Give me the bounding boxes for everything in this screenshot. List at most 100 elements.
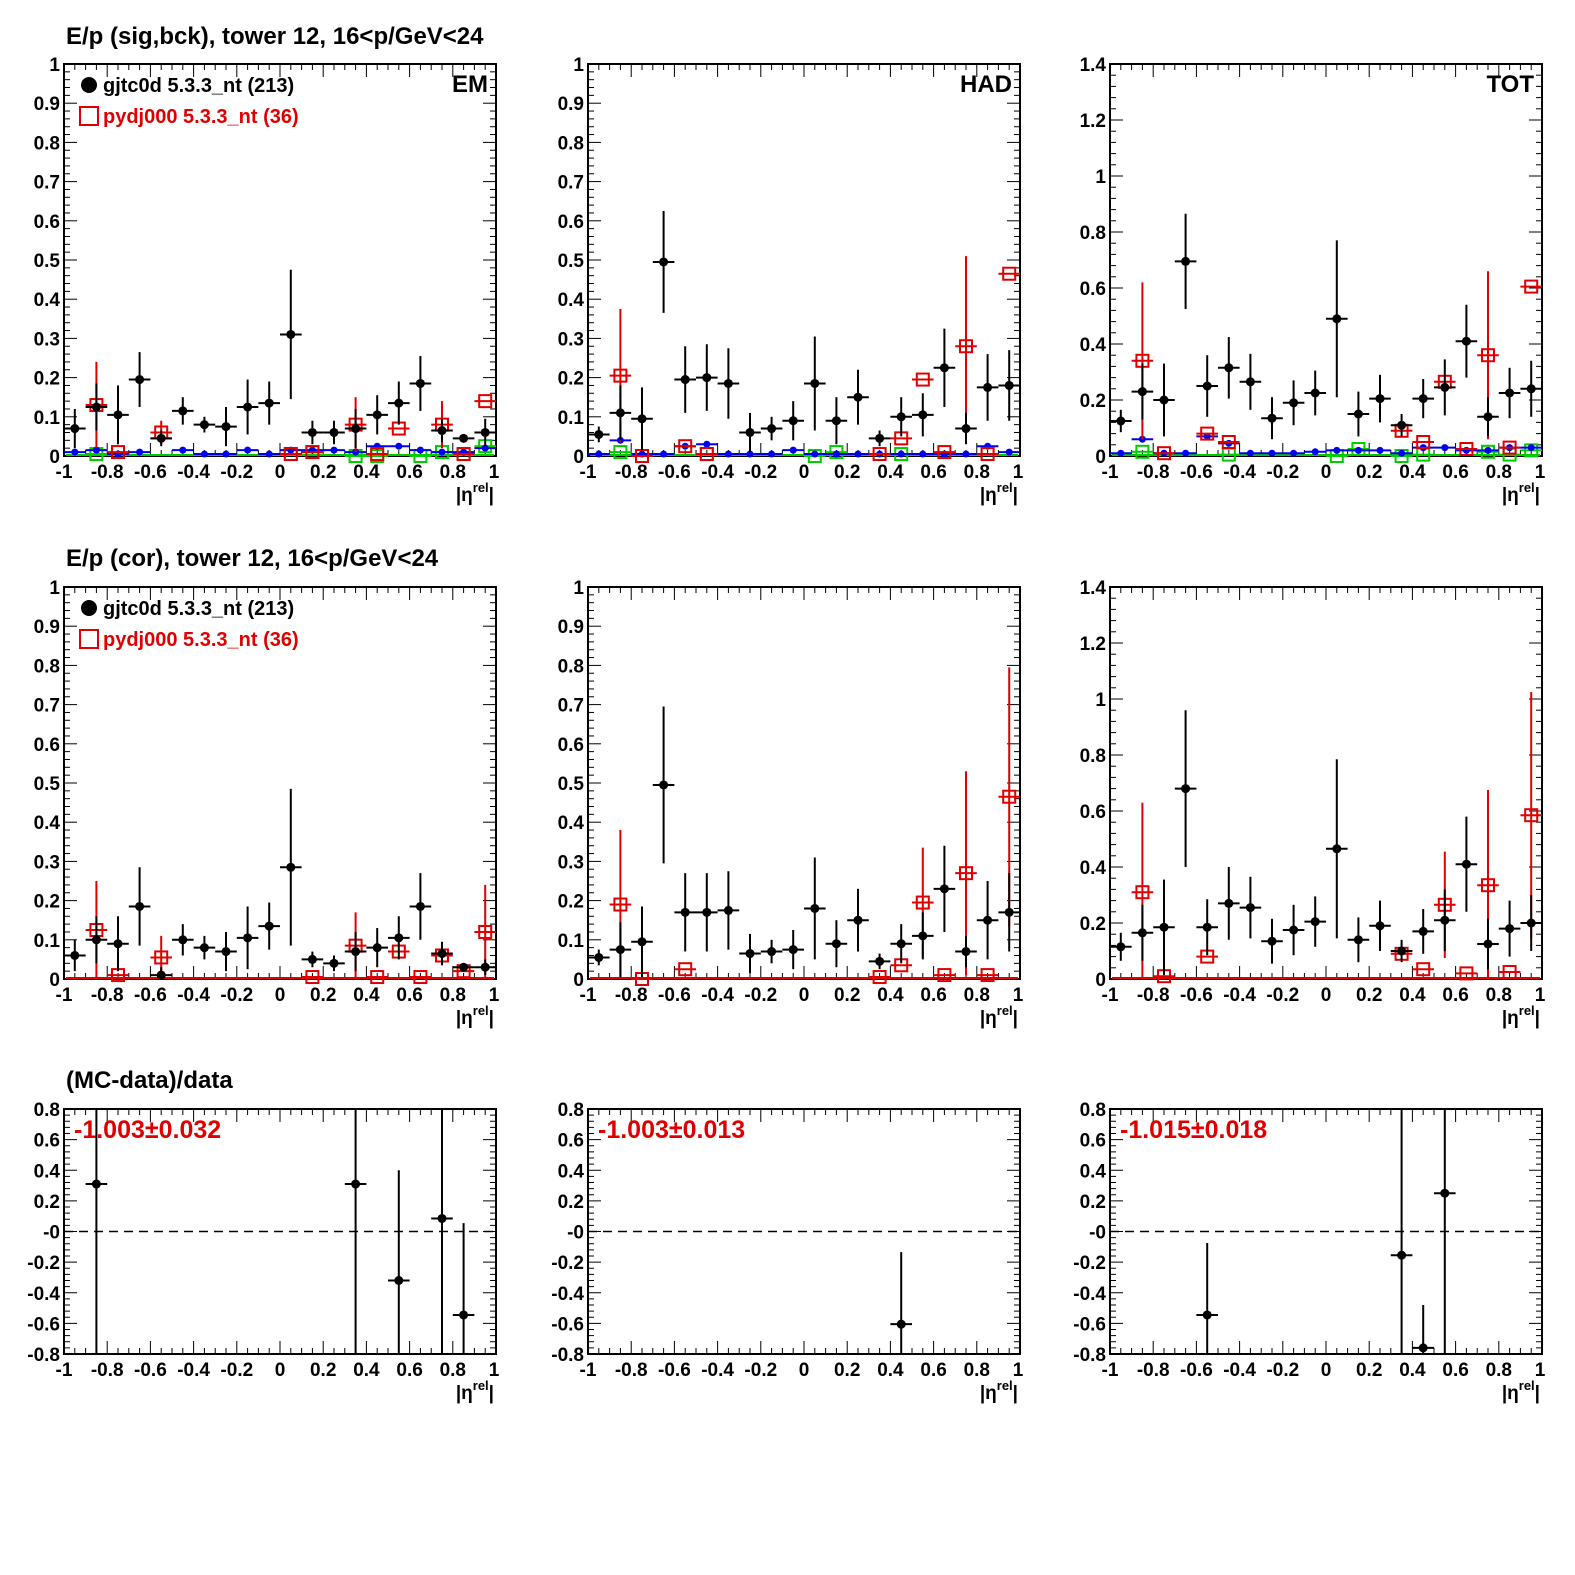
x-tick-label: -0.2 (1266, 985, 1299, 1006)
marker-dot (329, 958, 339, 968)
data-point (64, 448, 86, 456)
x-tick-label: 0 (799, 1360, 810, 1381)
y-tick-label: 1 (1095, 690, 1106, 711)
y-tick-label: 0.6 (34, 1131, 60, 1152)
marker-dot (438, 448, 446, 456)
data-point (739, 933, 761, 974)
x-tick-label: -1 (580, 462, 597, 483)
marker-dot (1505, 388, 1515, 398)
y-tick-label: 0.3 (558, 852, 584, 873)
marker-dot (1398, 449, 1406, 457)
marker-dot (767, 947, 777, 957)
marker-dot (351, 1179, 361, 1189)
data-point (1520, 444, 1542, 452)
marker-square (1459, 966, 1474, 981)
marker-square (154, 950, 169, 965)
marker-dot (1353, 409, 1363, 419)
marker-dot (1245, 903, 1255, 913)
data-point (847, 888, 869, 952)
x-tick-label: 0.8 (964, 985, 990, 1006)
marker-dot (1353, 935, 1363, 945)
x-tick-label: -0.6 (1180, 1360, 1213, 1381)
ratio-fit-label: -1.003±0.013 (598, 1116, 745, 1144)
x-tick-label: 1 (1535, 985, 1546, 1006)
x-tick-label: 0.4 (877, 462, 904, 483)
y-tick-label: -0.8 (27, 1345, 60, 1366)
marker-dot (615, 408, 625, 418)
marker-dot (788, 416, 798, 426)
legend-label-data: gjtc0d 5.3.3_nt (213) (103, 598, 294, 620)
data-point (1434, 1109, 1456, 1354)
marker-dot (659, 257, 669, 267)
marker-dot (70, 950, 80, 960)
x-tick-label: -0.4 (177, 462, 210, 483)
marker-square (1002, 789, 1017, 804)
x-tick-label: -0.6 (134, 985, 167, 1006)
x-tick-label: 0 (1321, 462, 1332, 483)
y-tick-label: 0.4 (34, 1161, 61, 1182)
marker-dot (1310, 388, 1320, 398)
data-point (652, 450, 675, 458)
data-point (172, 446, 194, 454)
data-point (128, 867, 151, 946)
marker-dot (71, 448, 79, 456)
y-tick-label: 0.6 (1080, 1131, 1106, 1152)
marker-dot (637, 937, 647, 947)
marker-dot (415, 378, 425, 388)
data-point (760, 939, 783, 964)
data-point (976, 354, 999, 421)
marker-dot (394, 1276, 404, 1285)
marker-dot (1375, 921, 1385, 931)
data-point (1174, 710, 1197, 867)
panel-cor-had: 00.10.20.30.40.50.60.70.80.91-1 -0.8 -0.6-… (558, 578, 1024, 1029)
x-tick-label: 0.8 (964, 462, 990, 483)
x-tick-label: 0.2 (310, 1360, 336, 1381)
y-tick-label: 0.8 (558, 133, 584, 154)
data-point (652, 211, 675, 313)
data-point (388, 442, 410, 450)
data-point (1477, 446, 1499, 454)
data-point (1304, 370, 1326, 416)
data-point (215, 450, 237, 458)
marker-dot (113, 410, 123, 420)
data-point (85, 916, 108, 964)
y-tick-label: 0.8 (34, 656, 60, 677)
marker-dot (724, 450, 732, 458)
data-point (1218, 435, 1240, 449)
marker-square (1502, 440, 1517, 455)
data-point (631, 906, 653, 978)
y-tick-label: 1.2 (1080, 111, 1106, 132)
y-tick-label: -0.6 (551, 1314, 584, 1335)
data-point (366, 447, 388, 462)
marker-square (370, 447, 385, 462)
y-tick-label: 0.7 (558, 696, 584, 717)
marker-square (1459, 442, 1474, 456)
x-tick-label: 0.6 (396, 462, 422, 483)
x-tick-label: -0.8 (1137, 1360, 1170, 1381)
data-point (847, 450, 869, 458)
marker-dot (1004, 907, 1014, 917)
marker-dot (330, 446, 338, 454)
x-tick-label: -0.4 (701, 985, 734, 1006)
panel-ratio-tot: -0.8-0.6-0.4-0.2-00.20.40.60.8-1 -0.8 -0.6… (1073, 1100, 1545, 1404)
data-point (1412, 1305, 1434, 1354)
x-tick-label: 0.8 (440, 462, 466, 483)
marker-square (937, 445, 952, 460)
data-point (1153, 446, 1175, 461)
x-tick-label: -0.8 (615, 462, 648, 483)
data-point (760, 416, 783, 441)
x-tick-label: -0.2 (744, 985, 777, 1006)
marker-dot (831, 416, 841, 426)
data-point (1282, 380, 1305, 426)
marker-dot (92, 446, 100, 454)
marker-dot (702, 907, 712, 917)
data-point (1434, 889, 1456, 951)
data-point (1369, 900, 1391, 951)
marker-dot (480, 962, 490, 972)
marker-dot (264, 398, 274, 408)
x-axis-title: |ηrel| (456, 480, 494, 506)
data-point (366, 395, 388, 435)
marker-dot (286, 329, 296, 339)
panel-cor-tot: 0 0.2 0.4 0.6 0.8 1 1.2 1.4 -1 -0.8 -0.6 -0.4 -0.2 0 0… (1080, 578, 1546, 1029)
